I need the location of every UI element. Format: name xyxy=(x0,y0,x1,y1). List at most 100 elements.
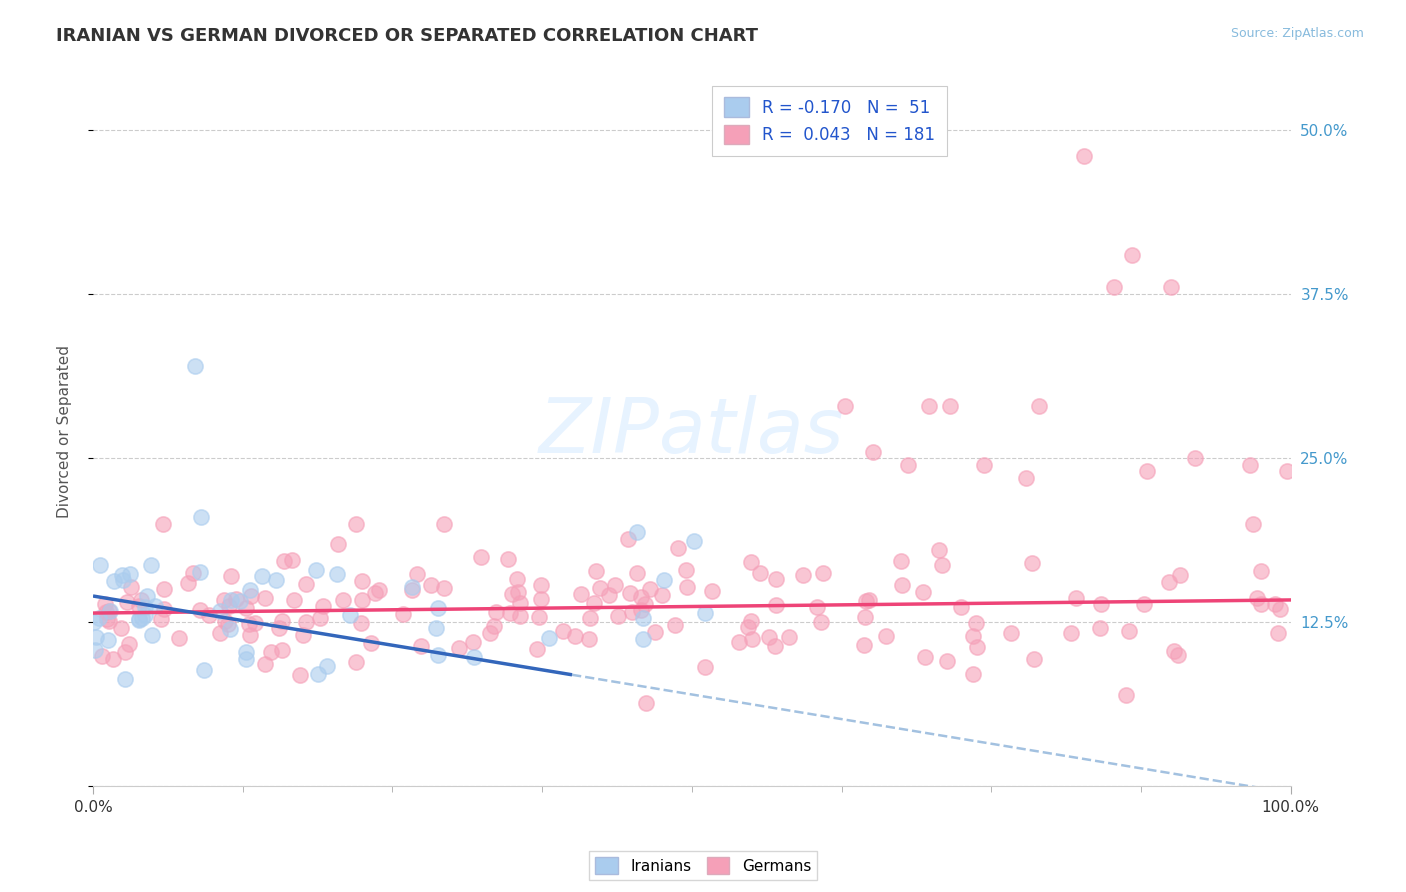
Point xyxy=(914,649,936,664)
Point xyxy=(352,574,374,588)
Point xyxy=(966,640,988,654)
Point xyxy=(128,599,150,613)
Point xyxy=(683,533,706,548)
Point xyxy=(253,591,276,606)
Point xyxy=(214,614,236,628)
Point xyxy=(96,612,118,626)
Point xyxy=(585,564,607,578)
Point xyxy=(626,524,648,539)
Point xyxy=(810,615,832,630)
Point xyxy=(167,632,190,646)
Point xyxy=(537,631,560,645)
Point xyxy=(308,611,330,625)
Point xyxy=(128,612,150,626)
Point xyxy=(506,572,529,586)
Point xyxy=(281,553,304,567)
Point xyxy=(84,630,107,644)
Point xyxy=(763,639,786,653)
Point xyxy=(634,696,657,710)
Point xyxy=(482,618,505,632)
Point xyxy=(198,608,221,623)
Text: ZIPatlas: ZIPatlas xyxy=(538,395,845,469)
Point xyxy=(1268,601,1291,615)
Point xyxy=(1163,644,1185,658)
Point xyxy=(695,606,717,620)
Point xyxy=(409,639,432,653)
Point xyxy=(551,624,574,638)
Point xyxy=(896,458,918,472)
Point xyxy=(834,399,856,413)
Point xyxy=(578,632,600,647)
Point xyxy=(496,552,519,566)
Point xyxy=(484,605,506,619)
Point xyxy=(1115,689,1137,703)
Point xyxy=(235,601,257,615)
Point xyxy=(360,636,382,650)
Point xyxy=(118,637,141,651)
Point xyxy=(1028,399,1050,413)
Point xyxy=(620,605,643,619)
Point xyxy=(219,568,242,582)
Point xyxy=(644,624,666,639)
Point xyxy=(461,635,484,649)
Point xyxy=(700,584,723,599)
Point xyxy=(254,657,277,671)
Point xyxy=(498,606,520,620)
Point xyxy=(235,645,257,659)
Point xyxy=(931,558,953,572)
Point xyxy=(676,580,699,594)
Point xyxy=(758,630,780,644)
Point xyxy=(727,634,749,648)
Point xyxy=(530,578,553,592)
Point xyxy=(1121,248,1143,262)
Point xyxy=(149,612,172,626)
Point xyxy=(1021,556,1043,570)
Point xyxy=(598,588,620,602)
Point xyxy=(114,645,136,659)
Point xyxy=(962,667,984,681)
Point xyxy=(270,643,292,657)
Point xyxy=(737,620,759,634)
Point xyxy=(294,615,316,629)
Point xyxy=(419,578,441,592)
Point xyxy=(634,597,657,611)
Point xyxy=(193,663,215,677)
Point xyxy=(96,633,118,648)
Point xyxy=(1118,624,1140,639)
Point xyxy=(1090,597,1112,611)
Point xyxy=(617,532,640,546)
Point xyxy=(1102,280,1125,294)
Point xyxy=(853,610,876,624)
Point xyxy=(463,650,485,665)
Point xyxy=(855,594,877,608)
Point xyxy=(368,583,391,598)
Point xyxy=(98,604,121,618)
Point xyxy=(352,593,374,607)
Point xyxy=(225,592,247,607)
Point xyxy=(111,573,134,587)
Point xyxy=(235,651,257,665)
Point xyxy=(91,648,114,663)
Point xyxy=(509,608,531,623)
Point xyxy=(273,554,295,568)
Point xyxy=(141,558,163,572)
Point xyxy=(425,621,447,635)
Point xyxy=(607,609,630,624)
Point xyxy=(630,590,652,604)
Point xyxy=(152,516,174,531)
Point xyxy=(364,586,387,600)
Point xyxy=(1024,652,1046,666)
Point xyxy=(433,516,456,531)
Point xyxy=(1060,625,1083,640)
Point xyxy=(401,581,423,595)
Point xyxy=(630,603,652,617)
Point xyxy=(312,599,335,614)
Point xyxy=(918,399,941,413)
Text: IRANIAN VS GERMAN DIVORCED OR SEPARATED CORRELATION CHART: IRANIAN VS GERMAN DIVORCED OR SEPARATED … xyxy=(56,27,758,45)
Point xyxy=(152,582,174,596)
Point xyxy=(294,577,316,591)
Point xyxy=(1088,621,1111,635)
Point xyxy=(1250,597,1272,611)
Point xyxy=(875,629,897,643)
Point xyxy=(675,563,697,577)
